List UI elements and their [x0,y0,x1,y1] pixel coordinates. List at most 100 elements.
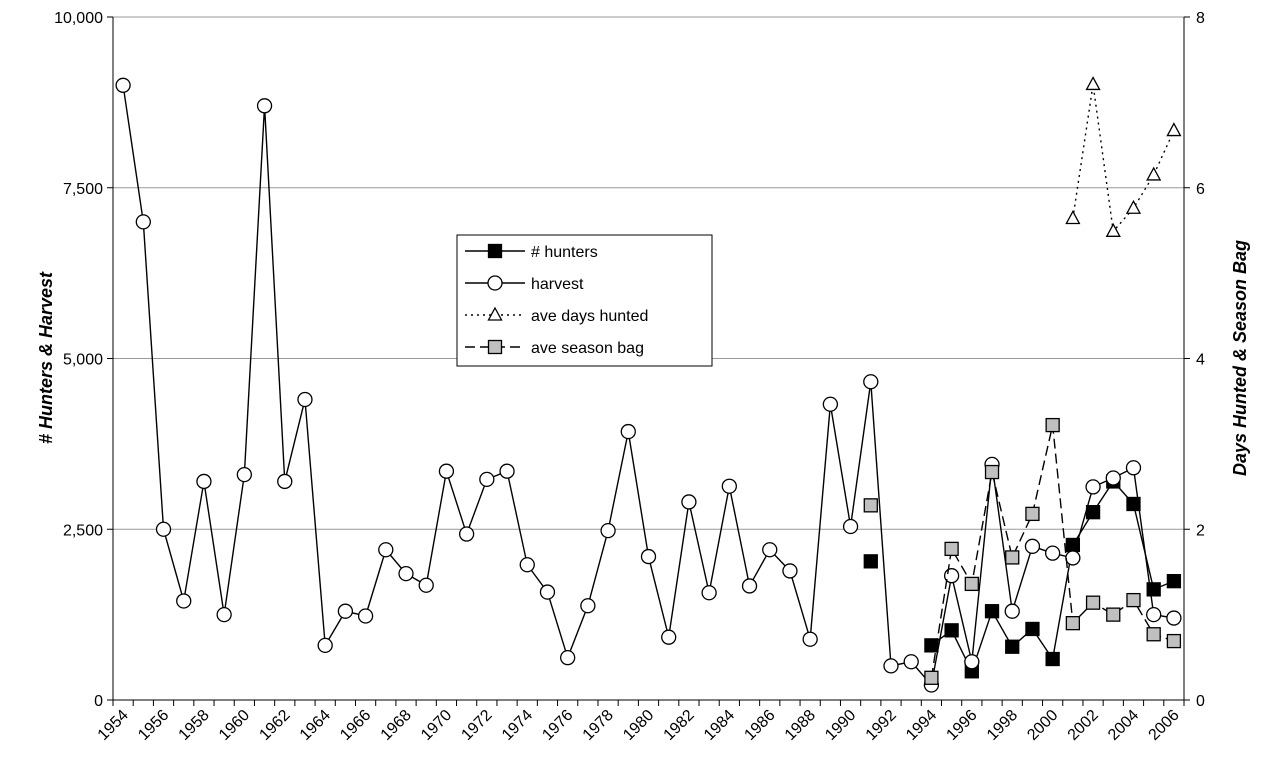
series-marker [964,576,979,592]
series-marker [458,526,475,542]
x-tick-label: 1968 [378,707,415,744]
x-tick-label: 1990 [822,707,859,744]
series-marker [842,518,859,535]
series-marker [863,554,878,569]
series-marker [822,396,839,412]
series-marker [944,541,959,557]
legend: # hunters harvest ave days hunted ave seaso… [456,234,713,367]
x-tick-label: 1976 [539,707,576,744]
series-marker [216,606,232,623]
series-marker [1125,199,1142,214]
x-tick-label: 1960 [216,707,253,744]
series-marker [640,548,657,565]
x-tick-label: 1984 [701,707,738,744]
series-marker [418,577,434,593]
y2-tick-label: 2 [1196,522,1205,539]
y-tick-label: 5,000 [63,352,103,369]
series-marker [1085,76,1101,91]
legend-label: ave days hunted [531,308,648,325]
series-marker [580,598,596,614]
series-marker [196,473,212,490]
series-marker [1106,607,1121,622]
series-marker [964,654,980,670]
series-marker [1166,574,1182,589]
x-tick-label: 1964 [297,707,334,744]
x-tick-label: 1972 [458,707,495,744]
series-marker [1146,166,1162,181]
series-marker [256,98,273,114]
x-tick-label: 1962 [256,707,293,744]
series-marker [1065,616,1081,631]
y-tick-label: 0 [94,693,103,710]
series-marker [1105,222,1121,237]
series-marker [1025,506,1040,522]
legend-marker [487,306,503,321]
x-tick-label: 1956 [135,707,172,744]
y2-tick-label: 6 [1196,181,1205,198]
series-marker [1024,538,1041,554]
series-marker [863,374,879,390]
x-tick-label: 1988 [782,707,819,744]
series-marker [337,603,354,619]
x-tick-label: 2000 [1024,707,1061,744]
series-marker [1065,550,1081,566]
legend-label: ave season bag [531,340,644,357]
series-marker [1166,610,1182,626]
series-marker [984,464,1000,480]
legend-label: # hunters [531,244,598,261]
x-tick-label: 1980 [620,707,657,744]
series-marker [1126,592,1141,608]
series-marker [236,466,252,483]
series-marker [741,578,758,594]
series-marker [1045,651,1060,667]
series-marker [135,214,151,230]
series-marker [1085,595,1101,610]
series-marker [438,463,455,479]
series-marker [924,638,939,653]
x-tick-label: 1966 [337,707,374,744]
series-line [122,85,1175,687]
series-marker [519,557,535,573]
series-marker [903,654,919,670]
y-tick-label: 10,000 [54,10,103,27]
series-marker [924,670,939,685]
series-marker [1004,603,1020,619]
series-marker [782,563,798,579]
series-marker [1126,496,1141,512]
series-marker [1085,505,1101,520]
series-marker [681,494,697,510]
legend-marker [487,275,503,291]
x-tick-label: 1970 [418,707,455,744]
series-marker [357,608,374,624]
series-marker [499,463,515,479]
series-marker [1146,606,1162,623]
series-marker [1125,460,1142,476]
series-marker [721,478,737,494]
series-marker [600,522,616,539]
series-marker [277,473,293,490]
series-marker [1085,479,1101,495]
series-marker [1005,639,1020,654]
series-marker [317,637,333,654]
series-marker [802,631,818,647]
series-marker [984,604,1000,619]
x-tick-label: 1992 [863,707,900,744]
series-marker [661,629,677,645]
y2-tick-label: 0 [1196,693,1205,710]
y-tick-label: 7,500 [63,181,103,198]
series-marker [701,585,717,601]
y-axis-title: # Hunters & Harvest [36,271,56,444]
series-marker [1146,627,1161,642]
legend-marker [487,339,503,355]
x-tick-label: 2006 [1146,707,1183,744]
series-marker [1045,545,1061,561]
series-marker [1166,122,1182,137]
x-tick-label: 1986 [741,707,778,744]
x-tick-label: 1954 [95,707,132,744]
series-marker [883,658,899,674]
x-tick-label: 1958 [176,707,213,744]
y2-tick-label: 4 [1196,352,1205,369]
x-tick-label: 1998 [984,707,1021,744]
series-marker [479,471,495,488]
series-marker [863,498,878,513]
